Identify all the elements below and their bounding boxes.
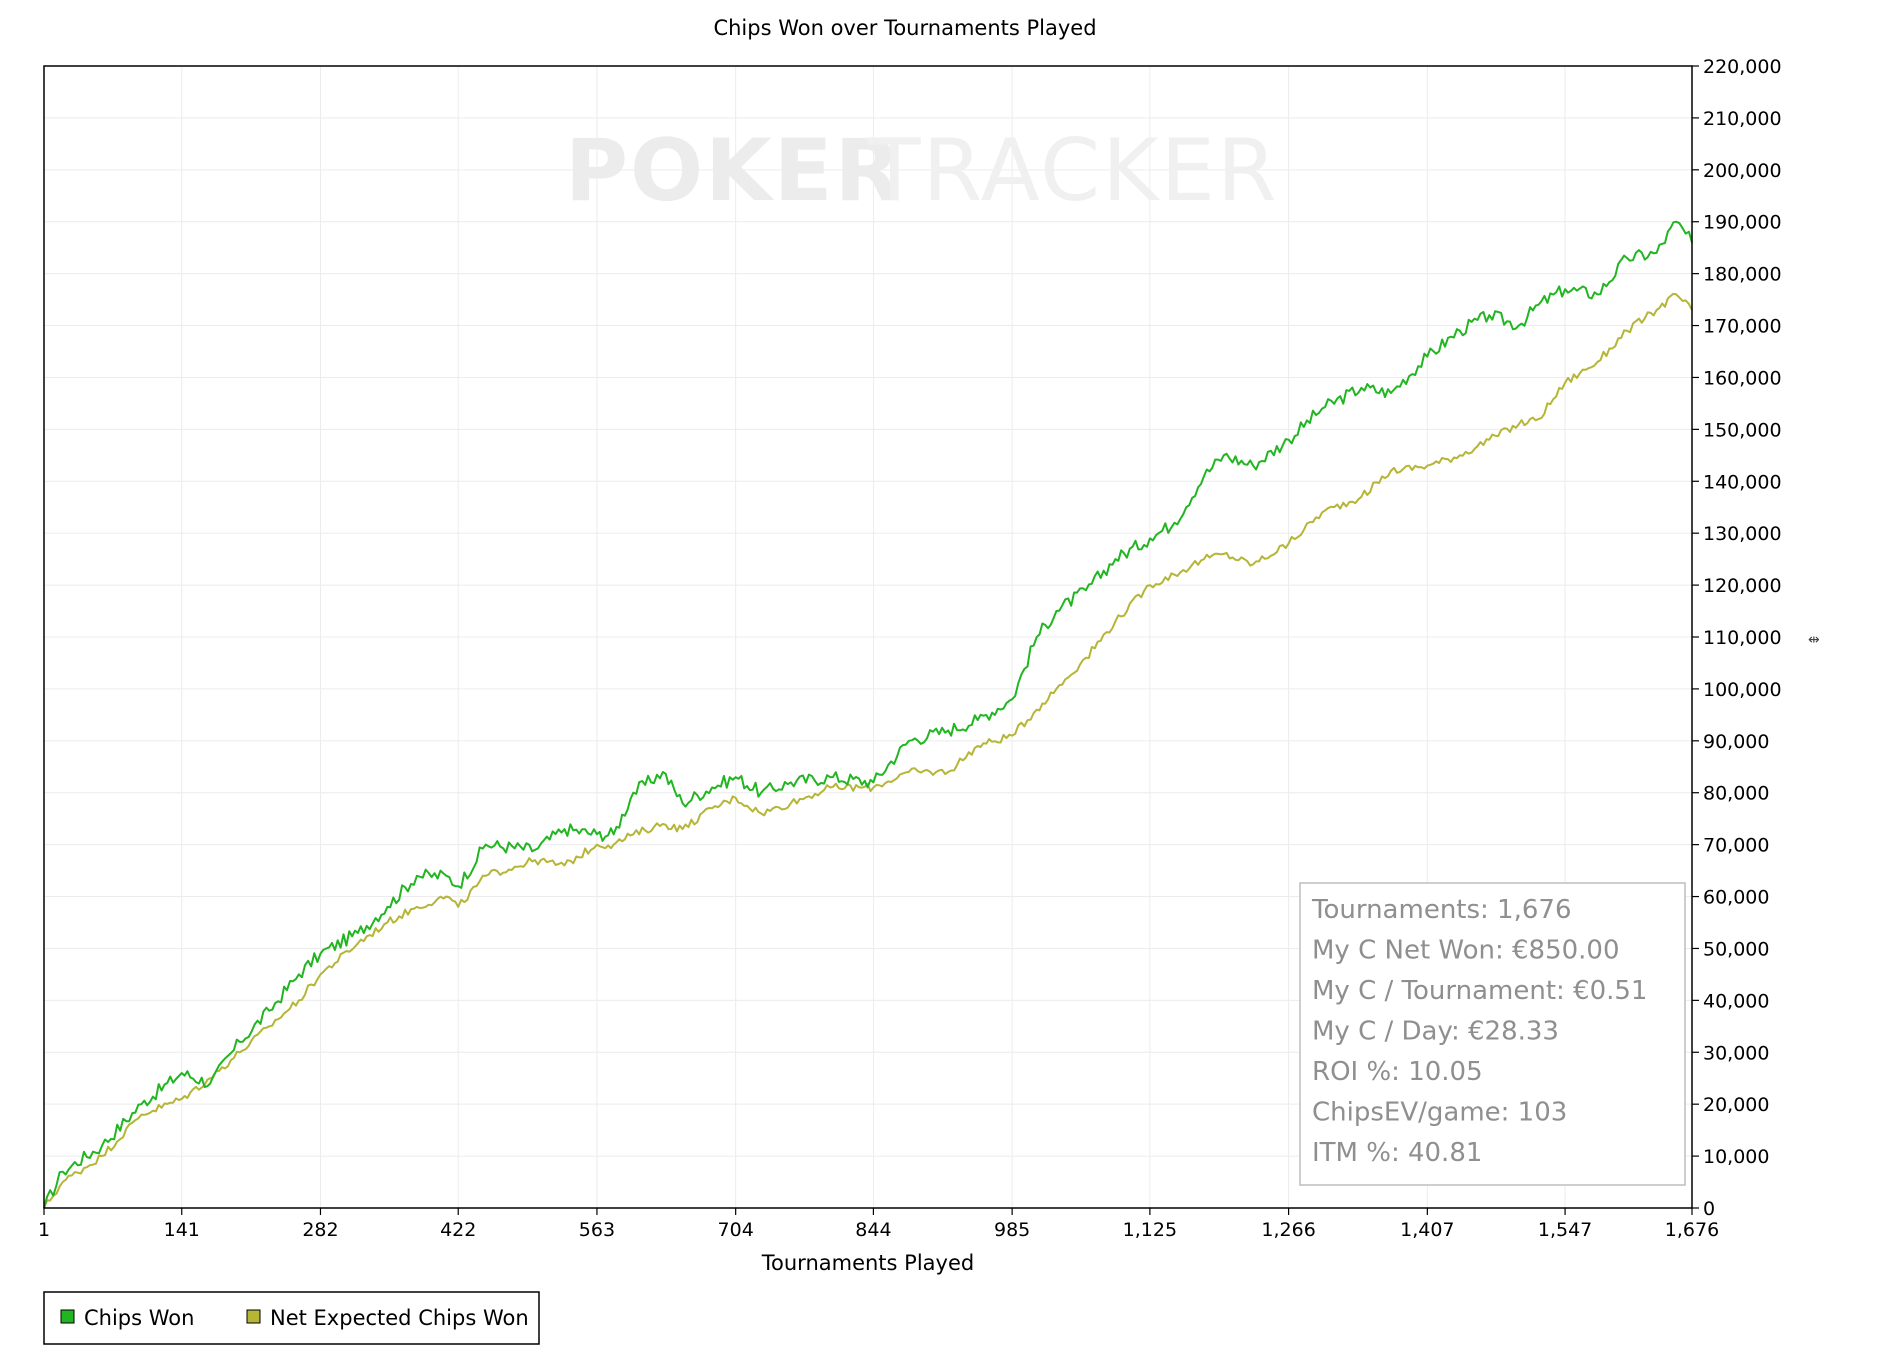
- x-tick-label: 985: [994, 1219, 1030, 1241]
- legend-label-chips-won: Chips Won: [84, 1306, 194, 1330]
- legend-label-net-expected: Net Expected Chips Won: [270, 1306, 529, 1330]
- x-tick-label: 563: [579, 1219, 615, 1241]
- x-tick-label: 1,266: [1261, 1219, 1315, 1241]
- stats-line: My C / Day: €28.33: [1312, 1017, 1559, 1047]
- y-tick-label: 0: [1703, 1198, 1715, 1220]
- watermark-tracker: TRACKER: [867, 121, 1279, 221]
- x-tick-label: 1: [38, 1219, 50, 1241]
- y-tick-label: 140,000: [1703, 471, 1782, 493]
- y-tick-label: 150,000: [1703, 419, 1782, 441]
- y-tick-label: 50,000: [1703, 938, 1769, 960]
- y-tick-label: 30,000: [1703, 1042, 1769, 1064]
- legend: Chips Won Net Expected Chips Won: [43, 1291, 540, 1345]
- x-axis: 1 141 282 422 563 704 844 985 1,125 1,266 1,407 1,5…: [38, 1208, 1719, 1241]
- legend-frame: [43, 1291, 540, 1345]
- y-tick-label: 190,000: [1703, 212, 1782, 234]
- x-axis-title: Tournaments Played: [761, 1251, 974, 1275]
- x-tick-label: 422: [440, 1219, 476, 1241]
- chart-title: Chips Won over Tournaments Played: [713, 16, 1096, 40]
- y-tick-label: 120,000: [1703, 575, 1782, 597]
- x-tick-label: 1,125: [1123, 1219, 1177, 1241]
- x-tick-label: 1,407: [1400, 1219, 1454, 1241]
- stats-box-frame: [1299, 882, 1686, 1186]
- x-tick-label: 704: [718, 1219, 754, 1241]
- watermark: POKER TRACKER: [565, 121, 1279, 221]
- x-tick-label: 141: [164, 1219, 200, 1241]
- y-tick-label: 130,000: [1703, 523, 1782, 545]
- y-tick-label: 10,000: [1703, 1146, 1769, 1168]
- y-tick-label: 40,000: [1703, 990, 1769, 1012]
- y-tick-label: 80,000: [1703, 783, 1769, 805]
- stats-line: My C Net Won: €850.00: [1312, 936, 1620, 966]
- y-tick-label: 70,000: [1703, 835, 1769, 857]
- stats-line: My C / Tournament: €0.51: [1312, 976, 1647, 1006]
- y-tick-label: 160,000: [1703, 367, 1782, 389]
- y-tick-label: 170,000: [1703, 316, 1782, 338]
- watermark-poker: POKER: [565, 121, 903, 221]
- y-tick-label: 200,000: [1703, 160, 1782, 182]
- x-tick-label: 282: [302, 1219, 338, 1241]
- y-tick-label: 110,000: [1703, 627, 1782, 649]
- stats-line: ChipsEV/game: 103: [1312, 1098, 1567, 1128]
- y-tick-label: 220,000: [1703, 56, 1782, 78]
- y-tick-label: 60,000: [1703, 887, 1769, 909]
- stats-line: ITM %: 40.81: [1312, 1138, 1482, 1168]
- series-chips-won: [43, 220, 1693, 1209]
- x-tick-label: 1,547: [1538, 1219, 1592, 1241]
- y-tick-label: 210,000: [1703, 108, 1782, 130]
- y-tick-label: 180,000: [1703, 264, 1782, 286]
- series-group: [43, 220, 1693, 1209]
- x-tick-label: 844: [855, 1219, 891, 1241]
- y-tick-label: 90,000: [1703, 731, 1769, 753]
- x-tick-label: 1,676: [1665, 1219, 1719, 1241]
- y-tick-label: 100,000: [1703, 679, 1782, 701]
- stats-line: Tournaments: 1,676: [1311, 895, 1572, 925]
- stats-box: Tournaments: 1,676 My C Net Won: €850.00 M…: [1299, 882, 1686, 1186]
- legend-swatch-chips-won: [60, 1309, 75, 1324]
- y-tick-label: 20,000: [1703, 1094, 1769, 1116]
- stats-line: ROI %: 10.05: [1312, 1057, 1483, 1087]
- y-axis: 0 10,000 20,000 30,000 40,000 50,000 60,000 70,…: [1692, 56, 1782, 1220]
- legend-swatch-net-expected: [246, 1309, 261, 1324]
- resize-cursor-icon: ⇹: [1808, 632, 1820, 648]
